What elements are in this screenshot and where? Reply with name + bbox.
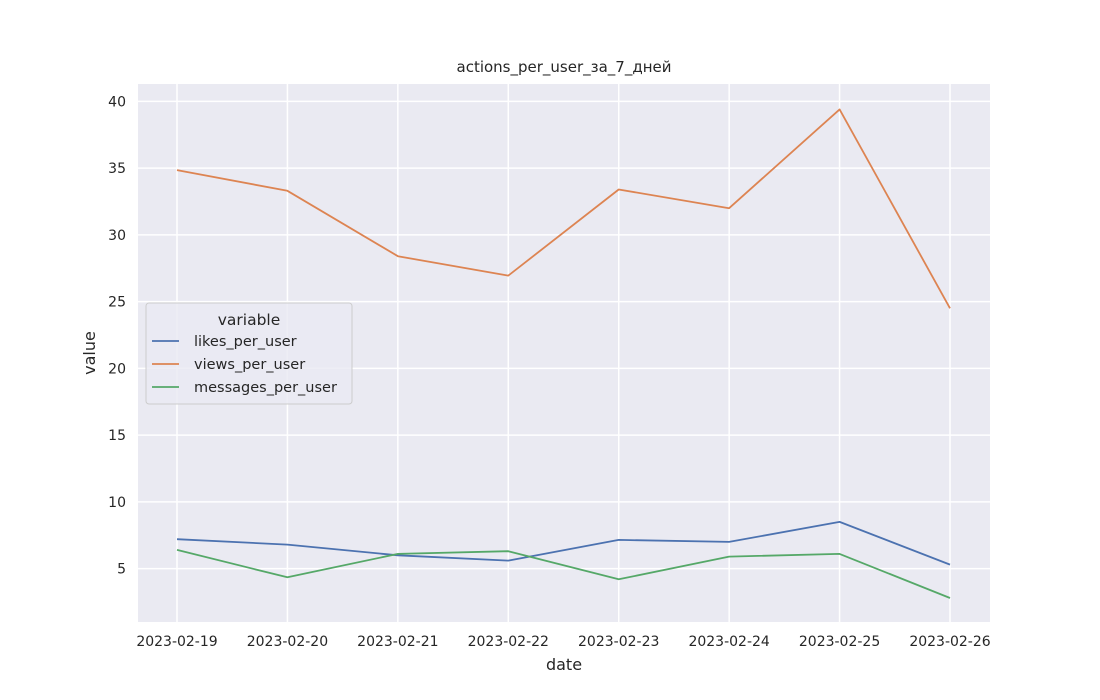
y-tick-label: 10	[108, 495, 126, 511]
y-tick-label: 40	[108, 94, 126, 110]
x-tick-label: 2023-02-20	[247, 634, 328, 650]
series-line-views-per-user	[176, 108, 951, 309]
series-line-messages-per-user	[176, 549, 951, 599]
legend-label: views_per_user	[194, 357, 305, 373]
grid	[138, 84, 990, 622]
y-tick-label: 35	[108, 161, 126, 177]
legend-label: likes_per_user	[194, 334, 297, 350]
y-tick-label: 30	[108, 228, 126, 244]
x-tick-label: 2023-02-19	[136, 634, 217, 650]
y-axis-label: value	[80, 331, 99, 375]
series-line-likes-per-user	[176, 521, 951, 566]
chart-title: actions_per_user_за_7_дней	[457, 58, 672, 77]
x-tick-label: 2023-02-23	[578, 634, 659, 650]
y-tick-label: 5	[117, 562, 126, 578]
x-tick-label: 2023-02-26	[909, 634, 990, 650]
legend-box	[145, 302, 353, 405]
legend-label: messages_per_user	[194, 380, 337, 396]
tick-labels: 2023-02-19 2023-02-20 2023-02-21 2023-02-22…	[108, 94, 991, 650]
x-tick-label: 2023-02-25	[799, 634, 880, 650]
x-tick-label: 2023-02-21	[357, 634, 438, 650]
y-tick-label: 25	[108, 295, 126, 311]
series-lines	[176, 108, 951, 599]
y-tick-label: 20	[108, 361, 126, 377]
legend: variable likes_per_user views_per_usermes…	[145, 302, 353, 405]
y-tick-label: 15	[108, 428, 126, 444]
x-tick-label: 2023-02-24	[688, 634, 769, 650]
x-tick-label: 2023-02-22	[468, 634, 549, 650]
x-axis-label: date	[546, 655, 582, 674]
legend-items: likes_per_user views_per_user messages_per…	[152, 334, 337, 396]
legend-title: variable	[218, 311, 281, 329]
